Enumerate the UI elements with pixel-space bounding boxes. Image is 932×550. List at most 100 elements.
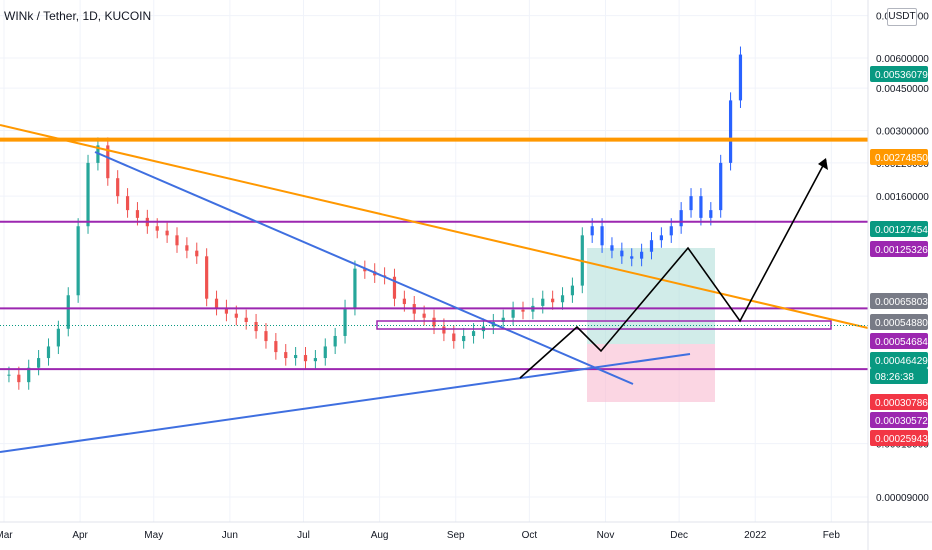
price-tag xyxy=(870,221,928,237)
candle-body xyxy=(511,309,515,318)
projection-path xyxy=(519,159,827,379)
candle-body xyxy=(452,333,456,342)
price-tag xyxy=(870,293,928,309)
candle-body xyxy=(689,196,693,211)
candle-body xyxy=(719,162,723,211)
x-tick-label: Dec xyxy=(670,530,688,541)
x-tick-label: Feb xyxy=(823,530,841,541)
candle-body xyxy=(46,346,51,359)
x-tick-label: Oct xyxy=(522,530,538,541)
candle-body xyxy=(442,326,446,334)
candle-body xyxy=(738,54,743,101)
candle-body xyxy=(659,235,663,241)
price-tag-label: 0.00274850 xyxy=(875,153,928,164)
candle-body xyxy=(392,276,397,299)
ascending-trendline-blue xyxy=(0,353,691,453)
candle-body xyxy=(313,358,317,362)
candle-body xyxy=(353,268,357,308)
price-tag xyxy=(870,412,928,428)
x-tick-label: Jun xyxy=(222,530,238,541)
price-tag-label: 0.00054684 xyxy=(875,337,928,348)
candle-body xyxy=(600,226,604,246)
price-tag-label: 0.00030572 xyxy=(875,416,928,427)
candle-body xyxy=(649,240,654,252)
candle-body xyxy=(630,256,634,259)
chart-title: WINk / Tether, 1D, KUCOIN xyxy=(4,9,152,23)
candle-body xyxy=(106,145,110,179)
candle-body xyxy=(521,309,525,312)
candle-body xyxy=(214,298,219,308)
price-tag xyxy=(870,430,928,446)
x-tick-label: 2022 xyxy=(744,530,767,541)
y-tick-label: 0.00600000 xyxy=(876,54,929,65)
price-tag-label: 0.00054880 xyxy=(875,318,928,329)
candle-body xyxy=(27,367,31,383)
candle-body xyxy=(244,317,248,323)
candle-body xyxy=(471,331,476,336)
candle-body xyxy=(125,196,130,211)
price-tag-label: 0.00046429 xyxy=(875,356,928,367)
candle-body xyxy=(363,268,367,272)
candle-body xyxy=(402,298,406,305)
price-tag xyxy=(870,66,928,82)
candle-body xyxy=(679,210,683,227)
price-tag-label: 0.00125326 xyxy=(875,245,928,256)
x-tick-label: Mar xyxy=(0,530,13,541)
price-tag xyxy=(870,368,928,384)
candle-body xyxy=(590,226,594,236)
candle-body xyxy=(462,335,466,342)
y-tick-label: 0.00450000 xyxy=(876,84,929,95)
candle-body xyxy=(699,196,703,218)
candle-body xyxy=(640,251,644,259)
price-tag-label: 0.00536079 xyxy=(875,70,928,81)
price-tag-label: 0.00030786 xyxy=(875,398,928,409)
candle-body xyxy=(303,355,308,362)
candle-body xyxy=(175,235,179,246)
y-tick-label: 0.00300000 xyxy=(876,126,929,137)
candle-body xyxy=(165,230,169,236)
x-tick-label: Aug xyxy=(371,530,389,541)
y-tick-label: 0.00009000 xyxy=(876,493,929,504)
candle-body xyxy=(709,210,713,218)
candle-body xyxy=(422,313,426,318)
candle-body xyxy=(728,100,733,163)
candle-body xyxy=(86,162,90,227)
price-tag xyxy=(870,149,928,165)
candle-body xyxy=(185,245,189,251)
projection-arrowhead xyxy=(818,158,828,170)
x-tick-label: Jul xyxy=(297,530,310,541)
candle-body xyxy=(560,295,565,303)
candle-body xyxy=(620,250,624,257)
price-tag-label: 0.00065803 xyxy=(875,297,928,308)
descending-trendline-blue xyxy=(94,151,634,385)
price-tag-label: 0.00127454 xyxy=(875,225,928,236)
candle-body xyxy=(254,322,258,332)
price-tag xyxy=(870,394,928,410)
candle-body xyxy=(284,352,288,359)
candle-body xyxy=(264,331,268,342)
candle-body xyxy=(343,307,347,336)
x-tick-label: Apr xyxy=(72,530,88,541)
candle-body xyxy=(570,285,575,296)
price-tag xyxy=(870,352,928,368)
candle-body xyxy=(294,355,298,359)
price-tag xyxy=(870,241,928,257)
candle-body xyxy=(333,335,337,347)
candle-body xyxy=(7,374,11,376)
price-tag xyxy=(870,333,928,349)
candle-body xyxy=(195,250,199,257)
candle-body xyxy=(76,226,80,296)
candle-body xyxy=(155,226,159,231)
candle-body xyxy=(274,341,278,353)
candle-body xyxy=(541,298,545,306)
candle-body xyxy=(224,307,229,314)
candle-body xyxy=(66,295,70,329)
candle-body xyxy=(610,245,614,251)
candle-body xyxy=(432,317,436,327)
currency-unit-button[interactable]: USDT xyxy=(887,8,917,26)
descending-trendline-orange xyxy=(0,124,869,329)
x-tick-label: Sep xyxy=(447,530,465,541)
candle-body xyxy=(551,298,555,303)
